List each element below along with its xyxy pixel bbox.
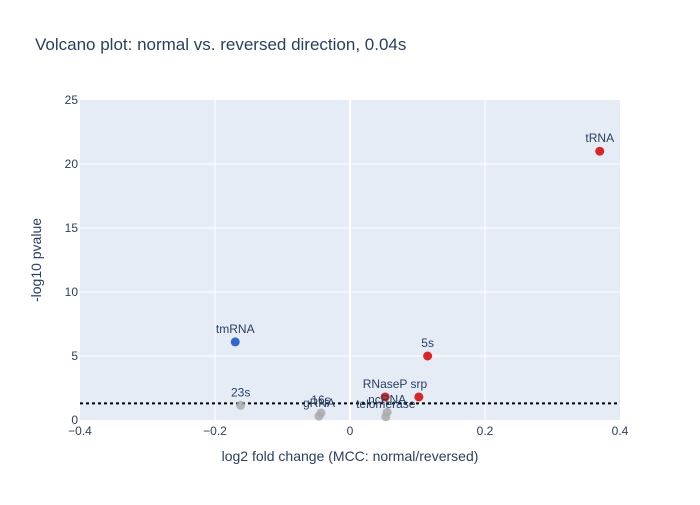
chart-title: Volcano plot: normal vs. reversed direct… bbox=[35, 35, 406, 54]
data-label-telomerase: telomerase bbox=[356, 397, 416, 411]
y-tick-label: 25 bbox=[65, 93, 79, 107]
data-point-gRNA bbox=[314, 411, 324, 421]
data-point-tmRNA bbox=[230, 337, 240, 347]
data-label-23s: 23s bbox=[231, 385, 250, 399]
grid-lines bbox=[80, 100, 620, 420]
data-label-5s: 5s bbox=[421, 336, 434, 350]
data-point-tRNA bbox=[595, 146, 605, 156]
y-axis-title: -log10 pvalue bbox=[28, 218, 44, 302]
tick-labels: −0.4 −0.2 0 0.2 0.4 0 5 10 15 20 25 bbox=[65, 93, 629, 438]
data-point-5s bbox=[423, 351, 433, 361]
data-label-srp: srp bbox=[411, 377, 428, 391]
y-tick-label: 5 bbox=[71, 349, 78, 363]
data-point-RNaseP bbox=[380, 392, 390, 402]
data-label-ncRNA: ncRNA bbox=[368, 392, 406, 406]
y-tick-label: 10 bbox=[65, 285, 79, 299]
x-tick-label: −0.2 bbox=[203, 424, 227, 438]
data-point-23s bbox=[236, 400, 246, 410]
data-point-srp bbox=[414, 392, 424, 402]
x-axis-title: log2 fold change (MCC: normal/reversed) bbox=[222, 448, 479, 464]
data-label-16s: 16s bbox=[311, 393, 330, 407]
y-tick-label: 20 bbox=[65, 157, 79, 171]
data-points bbox=[230, 146, 605, 422]
x-tick-label: 0.2 bbox=[477, 424, 494, 438]
data-label-RNaseP: RNaseP bbox=[363, 377, 408, 391]
x-tick-label: 0.4 bbox=[612, 424, 629, 438]
x-tick-label: −0.4 bbox=[68, 424, 92, 438]
data-label-tmRNA: tmRNA bbox=[216, 322, 255, 336]
x-tick-label: 0 bbox=[347, 424, 354, 438]
data-label-gRNA: gRNA bbox=[303, 396, 335, 410]
y-tick-label: 0 bbox=[71, 413, 78, 427]
data-point-telomerase bbox=[381, 412, 391, 422]
y-tick-label: 15 bbox=[65, 221, 79, 235]
data-label-tRNA: tRNA bbox=[585, 131, 614, 145]
